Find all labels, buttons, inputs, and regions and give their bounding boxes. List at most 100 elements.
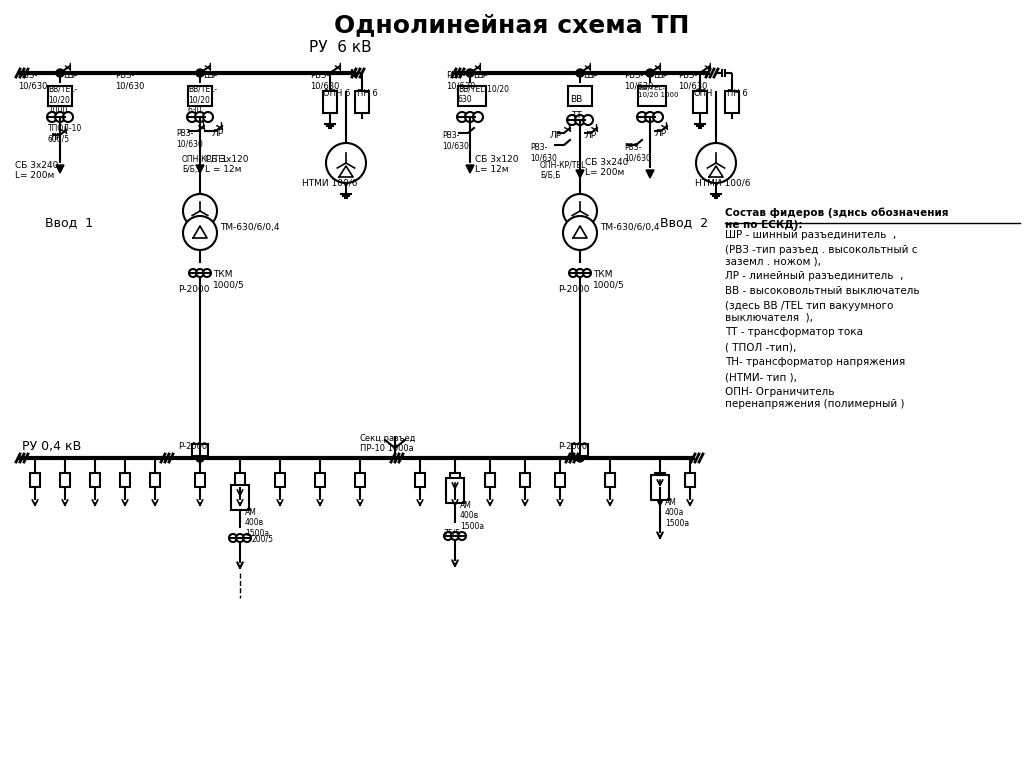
Text: ВВ/TEL-
10/20 1000: ВВ/TEL- 10/20 1000 bbox=[638, 85, 679, 98]
Text: ШР: ШР bbox=[653, 71, 668, 80]
Bar bbox=[193, 444, 208, 456]
Circle shape bbox=[183, 216, 217, 250]
Text: НТМИ 100/6: НТМИ 100/6 bbox=[695, 178, 751, 187]
Bar bbox=[446, 478, 464, 503]
Bar bbox=[415, 473, 425, 487]
Bar bbox=[485, 473, 495, 487]
Text: ТТ: ТТ bbox=[570, 111, 582, 120]
Bar bbox=[30, 473, 40, 487]
Circle shape bbox=[56, 69, 63, 77]
Circle shape bbox=[183, 194, 217, 228]
Text: ТМ-630/6/0,4: ТМ-630/6/0,4 bbox=[220, 223, 280, 232]
Polygon shape bbox=[466, 165, 474, 173]
Text: ТКМ
1000/5: ТКМ 1000/5 bbox=[593, 270, 625, 290]
Text: ОПН- Ограничитель
перенапряжения (полимерный ): ОПН- Ограничитель перенапряжения (полиме… bbox=[725, 387, 904, 409]
Bar bbox=[655, 473, 665, 487]
Bar bbox=[555, 473, 565, 487]
Circle shape bbox=[63, 112, 73, 122]
Bar bbox=[568, 86, 592, 106]
Text: ТН- трансформатор напряжения: ТН- трансформатор напряжения bbox=[725, 357, 905, 367]
Text: РВЗ-
10/630: РВЗ- 10/630 bbox=[530, 143, 557, 162]
Text: Р-2000: Р-2000 bbox=[178, 442, 207, 451]
Bar bbox=[450, 473, 460, 487]
Text: РВЗ-
10/630: РВЗ- 10/630 bbox=[624, 143, 651, 162]
Circle shape bbox=[47, 112, 57, 122]
Circle shape bbox=[575, 454, 584, 462]
Bar bbox=[90, 473, 100, 487]
Text: ОПН-КР/TEL
Б/Б,Б: ОПН-КР/TEL Б/Б,Б bbox=[540, 161, 587, 180]
Circle shape bbox=[236, 534, 244, 542]
Text: ПН 6: ПН 6 bbox=[357, 89, 378, 98]
Text: ЛР: ЛР bbox=[550, 131, 562, 140]
Bar bbox=[60, 473, 70, 487]
Bar bbox=[231, 485, 249, 510]
Text: РВЗ-
10/630: РВЗ- 10/630 bbox=[18, 71, 47, 91]
Text: ШР: ШР bbox=[63, 71, 78, 80]
Text: АМ
400в
1500а: АМ 400в 1500а bbox=[245, 508, 269, 538]
Text: 75/5: 75/5 bbox=[443, 528, 460, 537]
Bar bbox=[355, 473, 365, 487]
Circle shape bbox=[451, 532, 459, 540]
Circle shape bbox=[583, 269, 591, 277]
Circle shape bbox=[696, 143, 736, 183]
Text: ОПН 6: ОПН 6 bbox=[323, 89, 350, 98]
Bar bbox=[150, 473, 160, 487]
Bar bbox=[685, 473, 695, 487]
Polygon shape bbox=[196, 165, 204, 173]
Text: Ввод  2: Ввод 2 bbox=[660, 217, 709, 230]
Circle shape bbox=[473, 112, 483, 122]
Text: ЛР: ЛР bbox=[585, 131, 597, 140]
Circle shape bbox=[326, 143, 366, 183]
Polygon shape bbox=[56, 165, 63, 173]
Bar bbox=[638, 86, 666, 106]
Bar bbox=[188, 86, 212, 106]
Text: ВВ/TEL-
10/20
1000: ВВ/TEL- 10/20 1000 bbox=[48, 85, 77, 114]
Circle shape bbox=[203, 269, 211, 277]
Circle shape bbox=[575, 269, 584, 277]
Circle shape bbox=[567, 115, 577, 125]
Text: СБ 3х120
L = 12м: СБ 3х120 L = 12м bbox=[205, 155, 249, 174]
Bar bbox=[323, 91, 337, 113]
Text: РУ  6 кВ: РУ 6 кВ bbox=[308, 40, 372, 55]
Text: ТПОЛ-10
600/5: ТПОЛ-10 600/5 bbox=[48, 124, 82, 144]
Text: РВЗ-
10/630: РВЗ- 10/630 bbox=[115, 71, 144, 91]
Bar bbox=[725, 91, 739, 113]
Polygon shape bbox=[646, 170, 654, 178]
Text: ТКМ
1000/5: ТКМ 1000/5 bbox=[213, 270, 245, 290]
Text: Р-2000: Р-2000 bbox=[558, 285, 590, 294]
Circle shape bbox=[55, 112, 65, 122]
Text: ВВ: ВВ bbox=[570, 95, 582, 104]
Circle shape bbox=[243, 534, 251, 542]
Text: ЛР: ЛР bbox=[50, 133, 62, 142]
Bar bbox=[195, 473, 205, 487]
Text: СБ 3х120
L= 12м: СБ 3х120 L= 12м bbox=[475, 155, 518, 174]
Circle shape bbox=[575, 115, 585, 125]
Text: Секц.разъед
ПР-10 1000а: Секц.разъед ПР-10 1000а bbox=[360, 434, 417, 453]
Text: Однолинейная схема ТП: Однолинейная схема ТП bbox=[334, 13, 690, 37]
Text: СБ 3х240
L= 200м: СБ 3х240 L= 200м bbox=[15, 161, 58, 180]
Circle shape bbox=[563, 216, 597, 250]
Text: 200/5: 200/5 bbox=[252, 535, 274, 544]
Text: РВЗ-
10/630: РВЗ- 10/630 bbox=[442, 131, 469, 151]
Text: Р-2000: Р-2000 bbox=[558, 442, 587, 451]
Text: (РВЗ -тип разъед . высокольтный с
заземл . ножом ),: (РВЗ -тип разъед . высокольтный с заземл… bbox=[725, 245, 918, 266]
Circle shape bbox=[583, 115, 593, 125]
Text: ШР: ШР bbox=[583, 71, 598, 80]
Circle shape bbox=[458, 532, 466, 540]
Text: НТМИ 100/6: НТМИ 100/6 bbox=[302, 178, 357, 187]
Text: РВЗ-
10/630: РВЗ- 10/630 bbox=[624, 71, 653, 91]
Text: ТТ - трансформатор тока: ТТ - трансформатор тока bbox=[725, 327, 863, 337]
Text: ШР - шинный разъединитель  ,: ШР - шинный разъединитель , bbox=[725, 230, 896, 240]
Circle shape bbox=[457, 112, 467, 122]
Bar bbox=[693, 91, 707, 113]
Circle shape bbox=[575, 69, 584, 77]
Circle shape bbox=[465, 112, 475, 122]
Text: Р-2000: Р-2000 bbox=[178, 285, 210, 294]
Bar bbox=[458, 86, 486, 106]
Bar bbox=[651, 475, 669, 500]
Bar bbox=[355, 91, 369, 113]
Polygon shape bbox=[575, 170, 584, 178]
Circle shape bbox=[196, 454, 204, 462]
Circle shape bbox=[195, 112, 205, 122]
Circle shape bbox=[229, 534, 237, 542]
